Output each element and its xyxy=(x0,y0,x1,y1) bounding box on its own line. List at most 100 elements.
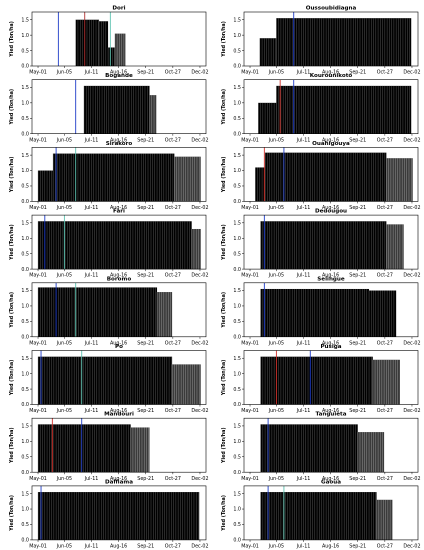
bar xyxy=(108,47,115,66)
y-tick-label: 0.0 xyxy=(21,335,29,341)
bar xyxy=(38,492,200,540)
x-tick-label: Aug-16 xyxy=(322,544,339,550)
subplot-title: Pusiga xyxy=(320,344,341,350)
axes-frame xyxy=(243,79,419,134)
y-tick-label: 0.0 xyxy=(233,199,241,205)
bar xyxy=(172,364,201,405)
x-tick-label: Aug-16 xyxy=(110,70,127,76)
y-tick-label: 0.5 xyxy=(233,116,241,122)
y-tick-label: 1.0 xyxy=(21,168,29,174)
x-tick-label: Jun-05 xyxy=(268,70,284,76)
y-tick-label: 0.5 xyxy=(233,48,241,54)
x-tick-label: Jun-05 xyxy=(268,476,284,482)
y-tick-label: 1.0 xyxy=(21,101,29,107)
x-tick-label: Jul-11 xyxy=(84,476,99,482)
subplot-dedougou: Dedougou 0.0 0.5 1.0 1.5 May-01 Jun-05 Jul-11 Au… xyxy=(221,209,421,279)
x-tick-label: May-01 xyxy=(29,544,47,550)
y-tick-label: 0.5 xyxy=(233,522,241,528)
bar xyxy=(260,492,377,540)
x-tick-label: Sep-21 xyxy=(137,408,154,414)
x-tick-label: Dec-02 xyxy=(191,408,208,414)
x-tick-label: Sep-21 xyxy=(349,273,366,279)
y-tick-label: 0.0 xyxy=(21,402,29,408)
x-tick-label: Jun-05 xyxy=(56,340,72,346)
y-tick-label: 1.5 xyxy=(233,424,241,430)
subplot-title: Sirakoro xyxy=(106,141,133,147)
axes-frame xyxy=(31,282,207,338)
y-axis-label: Yied (Ton/ha) xyxy=(9,292,15,329)
subplot-po: Po 0.0 0.5 1.0 1.5 May-01 Jun-05 Jul-11 Aug-16 Se… xyxy=(9,344,209,414)
subplot-bogande: Bogande 0.0 0.5 1.0 1.5 May-01 Jun-05 Jul-11 Aug… xyxy=(9,73,209,143)
x-tick-label: Oct-27 xyxy=(377,205,393,211)
y-tick-label: 1.0 xyxy=(21,33,29,39)
x-tick-label: May-01 xyxy=(241,408,259,414)
y-tick-label: 0.0 xyxy=(233,538,241,544)
subplot-title: Tanguieta xyxy=(316,412,347,418)
bar xyxy=(149,95,157,134)
bars-group xyxy=(255,152,413,202)
x-tick-label: Sep-21 xyxy=(137,476,154,482)
y-axis-label: Yied (Ton/ha) xyxy=(221,157,227,194)
x-tick-label: Jun-05 xyxy=(56,205,72,211)
x-tick-label: Jun-05 xyxy=(56,544,72,550)
bars-group xyxy=(83,85,157,134)
x-tick-label: Jun-05 xyxy=(268,273,284,279)
bars-group xyxy=(260,492,393,540)
bars-group xyxy=(260,221,404,270)
y-tick-label: 0.5 xyxy=(233,184,241,190)
x-tick-label: Dec-02 xyxy=(403,340,420,346)
subplot-title: Daffiama xyxy=(105,479,133,485)
y-axis-label: Yied (Ton/ha) xyxy=(9,360,15,397)
y-tick-label: 1.0 xyxy=(233,101,241,107)
x-tick-label: Sep-21 xyxy=(137,340,154,346)
x-tick-label: May-01 xyxy=(29,273,47,279)
bar xyxy=(386,224,404,270)
subplot-title: Boromo xyxy=(107,276,132,282)
y-tick-label: 1.0 xyxy=(233,33,241,39)
x-tick-label: Aug-16 xyxy=(322,205,339,211)
x-tick-label: Jul-11 xyxy=(84,205,99,211)
subplot-title: Oussoubidiagna xyxy=(306,6,357,12)
bar xyxy=(38,287,158,337)
x-tick-label: Oct-27 xyxy=(377,476,393,482)
subplot-gaoua: Gaoua 0.0 0.5 1.0 1.5 May-01 Jun-05 Jul-11 Aug-1… xyxy=(221,479,421,550)
x-tick-label: Aug-16 xyxy=(322,340,339,346)
bars-group xyxy=(37,153,201,202)
x-tick-label: Aug-16 xyxy=(110,340,127,346)
x-tick-label: Aug-16 xyxy=(322,408,339,414)
x-tick-label: Jul-11 xyxy=(296,340,311,346)
x-tick-label: Jul-11 xyxy=(84,273,99,279)
x-tick-label: Oct-27 xyxy=(165,70,181,76)
x-tick-label: May-01 xyxy=(241,544,259,550)
x-tick-label: Dec-02 xyxy=(403,205,420,211)
y-tick-label: 1.5 xyxy=(233,85,241,91)
y-tick-label: 0.5 xyxy=(21,251,29,257)
y-tick-label: 0.0 xyxy=(21,470,29,476)
bar xyxy=(114,33,126,66)
x-tick-label: Dec-02 xyxy=(403,544,420,550)
y-axis-label: Yied (Ton/ha) xyxy=(221,21,227,58)
y-tick-label: 0.0 xyxy=(233,335,241,341)
x-tick-label: Jul-11 xyxy=(84,340,99,346)
x-tick-label: Jun-05 xyxy=(268,205,284,211)
y-tick-label: 0.0 xyxy=(233,131,241,137)
x-tick-label: Jun-05 xyxy=(56,408,72,414)
y-tick-label: 1.5 xyxy=(233,17,241,23)
subplot-selingue: Selingue 0.0 0.5 1.0 1.5 May-01 Jun-05 Jul-11 Au… xyxy=(221,276,421,346)
subplot-title: Selingue xyxy=(317,276,345,282)
x-tick-label: Sep-21 xyxy=(137,544,154,550)
bar xyxy=(386,158,413,202)
subplot-title: Kourounikoto xyxy=(310,73,353,79)
y-tick-label: 0.5 xyxy=(21,387,29,393)
x-tick-label: Sep-21 xyxy=(137,205,154,211)
x-tick-label: Jul-11 xyxy=(84,70,99,76)
y-tick-label: 0.5 xyxy=(233,454,241,460)
bars-group xyxy=(75,19,126,67)
y-tick-label: 0.5 xyxy=(233,251,241,257)
x-tick-label: Aug-16 xyxy=(322,273,339,279)
subplot-ouahigouya: Ouahigouya 0.0 0.5 1.0 1.5 May-01 Jun-05 Jul-11… xyxy=(221,141,421,211)
x-tick-label: Jul-11 xyxy=(296,70,311,76)
y-axis-label: Yied (Ton/ha) xyxy=(9,427,15,464)
x-tick-label: Jul-11 xyxy=(296,544,311,550)
bars-group xyxy=(260,356,400,405)
